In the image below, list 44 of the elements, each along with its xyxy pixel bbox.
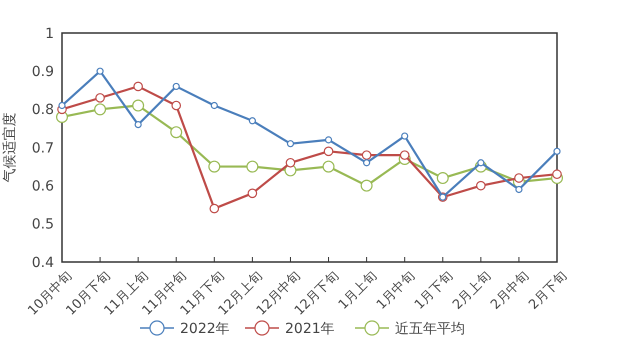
point [134,121,142,128]
point [477,159,484,166]
point [170,126,182,138]
point [94,103,106,116]
point [210,204,220,214]
point [246,160,258,173]
point [360,180,373,192]
point [401,132,408,140]
point [171,100,182,110]
point [362,150,372,160]
point [133,82,143,92]
point [363,159,370,166]
legend-label: 2021年 [285,320,335,337]
point [400,150,410,160]
y-tick-label: 0.8 [32,102,54,118]
point [96,68,104,75]
point [248,117,256,124]
point [552,169,562,180]
legend-label: 近五年平均 [395,320,465,337]
point [322,160,335,173]
point [58,102,66,110]
y-tick-label: 0.7 [32,140,54,156]
legend-label: 2022年 [180,320,230,337]
y-tick-label: 0.9 [32,64,54,80]
point [436,172,449,184]
y-tick-label: 0.5 [32,216,54,233]
point [248,188,258,198]
point [172,82,180,90]
point [476,180,486,190]
point [553,148,561,155]
point [286,140,294,148]
y-tick-label: 0.4 [32,254,54,271]
y-tick-label: 0.6 [32,178,54,195]
point [286,158,296,168]
point [95,93,105,103]
y-axis-title: 气候适宜度 [2,112,18,182]
point [132,100,144,112]
point [515,186,523,194]
y-tick-label: 1 [45,26,54,42]
point [324,136,332,144]
point [324,146,334,156]
point [514,173,524,183]
point [208,160,220,173]
point [210,102,218,110]
